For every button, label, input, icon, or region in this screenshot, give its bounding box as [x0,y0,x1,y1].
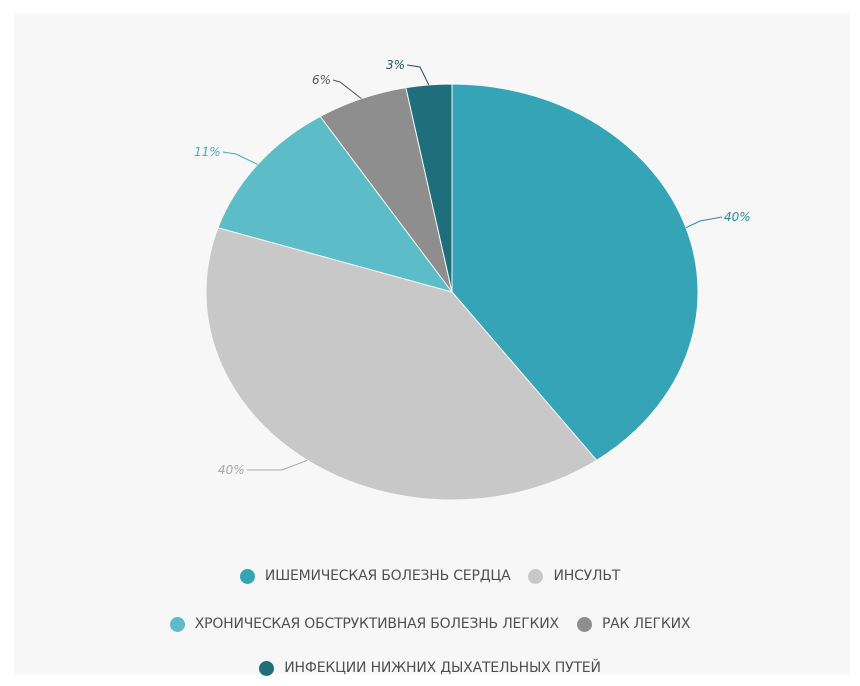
data-label-ишемическая-болезнь-сердца: 40% [724,210,751,224]
legend-row-2: ХРОНИЧЕСКАЯ ОБСТРУКТИВНАЯ БОЛЕЗНЬ ЛЕГКИХ… [0,616,860,632]
leader-line [332,79,362,99]
legend-swatch [169,616,185,632]
legend-row-3: ИНФЕКЦИИ НИЖНИХ ДЫХАТЕЛЬНЫХ ПУТЕЙ [0,660,860,676]
pie-slices [205,83,699,501]
data-labels: 40% 40% 11% 6% 3% [194,58,751,477]
legend-label: ХРОНИЧЕСКАЯ ОБСТРУКТИВНАЯ БОЛЕЗНЬ ЛЕГКИХ [194,616,559,632]
legend-label: ИШЕМИЧЕСКАЯ БОЛЕЗНЬ СЕРДЦА [264,568,511,584]
data-label-инсульт: 40% [218,463,245,477]
legend-label: ИНФЕКЦИИ НИЖНИХ ДЫХАТЕЛЬНЫХ ПУТЕЙ [284,660,601,676]
pie-slice-инфекции-нижних-дыхательных-путей[interactable] [405,83,453,293]
legend-item-stroke[interactable]: ИНСУЛЬТ [528,568,620,584]
pie-slice-инсульт[interactable] [205,227,598,501]
legend-swatch [528,568,544,584]
legend-swatch [259,660,275,676]
legend-item-ischemic-heart-disease[interactable]: ИШЕМИЧЕСКАЯ БОЛЕЗНЬ СЕРДЦА [239,568,511,584]
leader-line [222,151,258,165]
legend-row-1: ИШЕМИЧЕСКАЯ БОЛЕЗНЬ СЕРДЦА ИНСУЛЬТ [0,568,860,584]
data-label-хроническая-обструктивная-болезнь-легких: 11% [194,145,221,159]
legend-swatch [576,616,592,632]
legend-item-lung-cancer[interactable]: РАК ЛЕГКИХ [576,616,691,632]
pie-slice-хроническая-обструктивная-болезнь-легких[interactable] [217,115,454,293]
leader-line [685,216,723,229]
pie-chart: 40% 40% 11% 6% 3% [194,58,751,501]
legend-item-lower-respiratory-infections[interactable]: ИНФЕКЦИИ НИЖНИХ ДЫХАТЕЛЬНЫХ ПУТЕЙ [259,660,601,676]
legend-label: РАК ЛЕГКИХ [601,616,691,632]
label-leader-lines [222,64,723,471]
legend-label: ИНСУЛЬТ [553,568,621,584]
data-label-инфекции-нижних-дыхательных-путей: 3% [386,58,405,72]
leader-line [246,459,308,471]
legend-swatch [239,568,255,584]
legend-item-copd[interactable]: ХРОНИЧЕСКАЯ ОБСТРУКТИВНАЯ БОЛЕЗНЬ ЛЕГКИХ [169,616,559,632]
data-label-рак-легких: 6% [312,73,331,87]
pie-slice-ишемическая-болезнь-сердца[interactable] [451,83,699,461]
leader-line [406,64,430,86]
